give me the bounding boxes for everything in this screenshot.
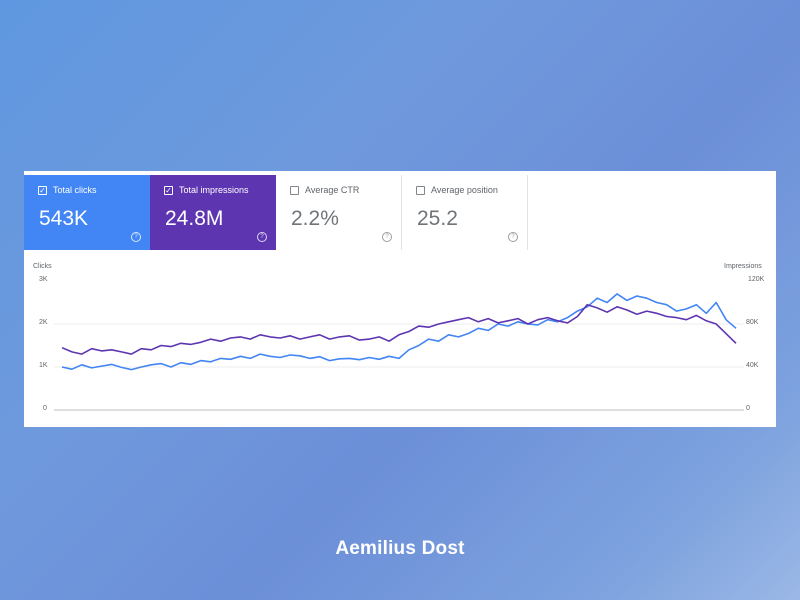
performance-line-chart — [54, 293, 744, 411]
average-position-card[interactable]: Average position 25.2 ? — [402, 175, 528, 250]
metric-value: 25.2 — [417, 207, 458, 230]
help-icon[interactable]: ? — [508, 232, 518, 242]
left-tick: 3K — [39, 276, 48, 283]
help-icon[interactable]: ? — [131, 232, 141, 242]
average-ctr-card[interactable]: Average CTR 2.2% ? — [276, 175, 402, 250]
brand-name: Aemilius Dost — [335, 538, 465, 559]
metric-value: 2.2% — [291, 207, 339, 230]
left-axis-label: Clicks — [33, 263, 52, 270]
left-tick: 1K — [39, 362, 48, 369]
left-tick: 0 — [43, 405, 47, 412]
metric-value: 543K — [39, 207, 89, 230]
metric-label: Total clicks — [53, 185, 97, 195]
metric-label: Total impressions — [179, 185, 249, 195]
impressions-series-line — [61, 303, 737, 355]
metric-label: Average CTR — [305, 185, 360, 195]
total-clicks-card[interactable]: ✓ Total clicks 543K ? — [24, 175, 150, 250]
total-impressions-card[interactable]: ✓ Total impressions 24.8M ? — [150, 175, 276, 250]
checkbox-checked-icon[interactable]: ✓ — [164, 186, 173, 195]
right-tick: 40K — [746, 362, 759, 369]
checkbox-checked-icon[interactable]: ✓ — [38, 186, 47, 195]
performance-panel: ✓ Total clicks 543K ? ✓ Total impression… — [24, 171, 776, 427]
left-tick: 2K — [39, 319, 48, 326]
metric-value: 24.8M — [165, 207, 224, 230]
right-tick: 120K — [748, 276, 765, 283]
right-tick: 0 — [746, 405, 750, 412]
help-icon[interactable]: ? — [382, 232, 392, 242]
right-axis-label: Impressions — [724, 263, 762, 270]
metric-label: Average position — [431, 185, 498, 195]
clicks-series-line — [61, 293, 737, 371]
help-icon[interactable]: ? — [257, 232, 267, 242]
checkbox-unchecked-icon[interactable] — [416, 186, 425, 195]
checkbox-unchecked-icon[interactable] — [290, 186, 299, 195]
metric-cards: ✓ Total clicks 543K ? ✓ Total impression… — [24, 175, 528, 250]
right-tick: 80K — [746, 319, 759, 326]
